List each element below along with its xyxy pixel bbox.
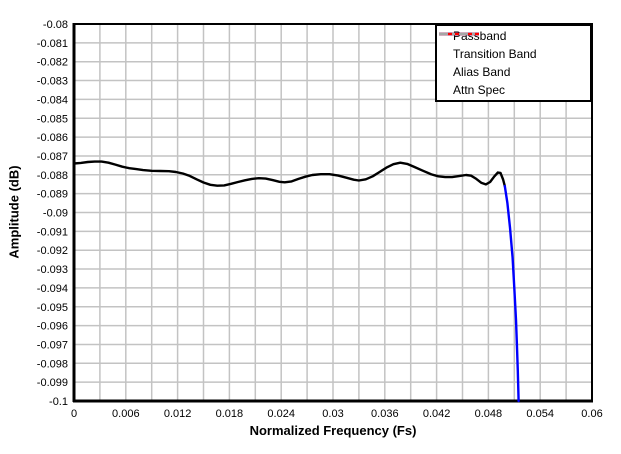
- y-tick-label: -0.092: [37, 245, 68, 257]
- legend-label: Attn Spec: [453, 83, 506, 97]
- y-tick-label: -0.082: [37, 57, 68, 69]
- y-tick-label: -0.091: [37, 226, 68, 238]
- y-tick-label: -0.095: [37, 302, 68, 314]
- x-tick-label: 0.054: [526, 408, 554, 420]
- y-axis-title: Amplitude (dB): [6, 165, 22, 259]
- legend-label: Passband: [453, 29, 507, 43]
- y-tick-label: -0.088: [37, 170, 68, 182]
- x-tick-label: 0.048: [475, 408, 503, 420]
- x-tick-label: 0.012: [164, 408, 192, 420]
- legend-item-transition-band: Transition Band: [439, 32, 590, 62]
- y-tick-label: -0.097: [37, 339, 68, 351]
- attn-spec-line-icon: [439, 32, 479, 36]
- y-tick-label: -0.096: [37, 321, 68, 333]
- y-tick-label: -0.089: [37, 189, 68, 201]
- y-tick-label: -0.09: [43, 208, 68, 220]
- x-tick-label: 0: [71, 408, 77, 420]
- y-tick-label: -0.081: [37, 38, 68, 50]
- x-tick-label: 0.03: [322, 408, 343, 420]
- x-tick-label: 0.036: [371, 408, 399, 420]
- passband-curve: [72, 160, 506, 188]
- y-tick-label: -0.099: [37, 377, 68, 389]
- y-tick-label: -0.087: [37, 151, 68, 163]
- y-tick-label: -0.093: [37, 264, 68, 276]
- x-tick-label: 0.006: [112, 408, 140, 420]
- x-tick-label: 0.06: [581, 408, 602, 420]
- y-tick-label: -0.086: [37, 132, 68, 144]
- y-tick-label: -0.083: [37, 76, 68, 88]
- y-tick-label: -0.098: [37, 358, 68, 370]
- x-tick-label: 0.024: [267, 408, 295, 420]
- legend-label: Transition Band: [453, 47, 537, 61]
- x-axis-title: Normalized Frequency (Fs): [249, 423, 417, 438]
- y-tick-label: -0.094: [37, 283, 68, 295]
- y-tick-label: -0.085: [37, 113, 68, 125]
- x-tick-label: 0.042: [423, 408, 451, 420]
- legend: Passband Transition Band Alias Band Attn…: [435, 24, 592, 102]
- y-tick-label: -0.08: [43, 19, 68, 31]
- y-tick-label: -0.1: [49, 396, 68, 408]
- x-tick-label: 0.018: [216, 408, 244, 420]
- legend-label: Alias Band: [453, 65, 511, 79]
- legend-item-alias-band: Alias Band: [439, 32, 590, 80]
- transition-band-curve: [503, 184, 520, 403]
- y-tick-label: -0.084: [37, 94, 68, 106]
- legend-item-attn-spec: Attn Spec: [439, 32, 590, 98]
